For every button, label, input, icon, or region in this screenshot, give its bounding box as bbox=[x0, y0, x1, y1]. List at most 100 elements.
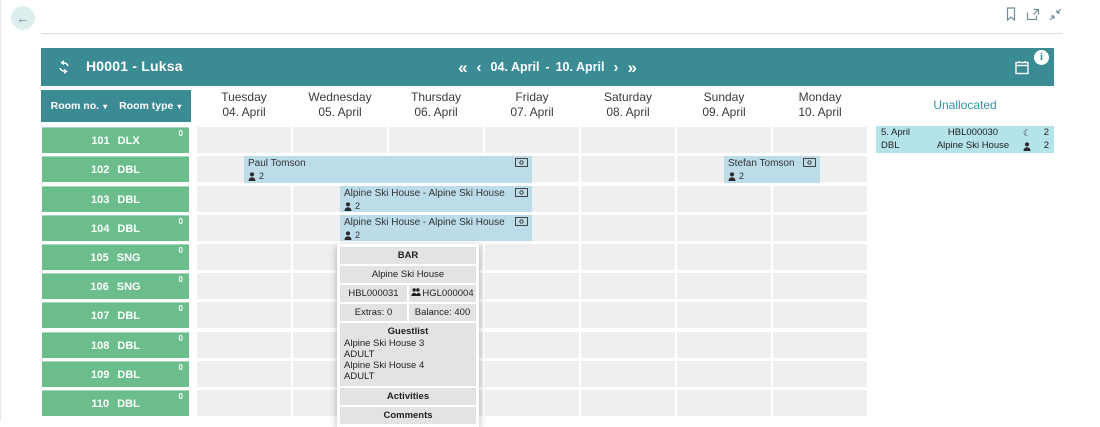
grid-cell[interactable] bbox=[773, 332, 867, 358]
grid-cell[interactable] bbox=[773, 302, 867, 328]
grid-cell[interactable] bbox=[773, 244, 867, 270]
popup-balance: Balance: 400 bbox=[409, 304, 476, 321]
grid-cell[interactable] bbox=[773, 215, 867, 241]
grid-cell[interactable] bbox=[485, 332, 579, 358]
last-page-arrow[interactable]: » bbox=[627, 57, 637, 77]
unallocated-room-type: DBL bbox=[881, 140, 900, 151]
grid-cell[interactable] bbox=[677, 390, 771, 416]
day-header: Friday 07. April bbox=[510, 90, 554, 119]
room-type-dropdown[interactable]: Room type ▾ bbox=[119, 100, 182, 112]
grid-cell[interactable] bbox=[197, 361, 291, 387]
bookmark-icon[interactable] bbox=[1005, 7, 1017, 21]
booking-bar-paul-tomson[interactable]: Paul Tomson 2 bbox=[244, 156, 532, 183]
next-arrow[interactable]: › bbox=[613, 58, 619, 76]
person-icon bbox=[344, 201, 352, 211]
grid-cell[interactable] bbox=[197, 244, 291, 270]
grid-cell[interactable] bbox=[485, 244, 579, 270]
grid-cell[interactable] bbox=[197, 127, 291, 153]
grid-cell[interactable] bbox=[581, 244, 675, 270]
grid-cell[interactable] bbox=[677, 302, 771, 328]
grid-cell[interactable] bbox=[197, 273, 291, 299]
grid-cell[interactable] bbox=[485, 302, 579, 328]
unallocated-reservation-card[interactable]: 5. April HBL000030 ☾ 2 DBL Alpine Ski Ho… bbox=[876, 126, 1054, 153]
room-button-103[interactable]: 103 DBL bbox=[42, 186, 189, 212]
person-icon bbox=[728, 171, 736, 181]
grid-cell[interactable] bbox=[485, 273, 579, 299]
grid-cell[interactable] bbox=[293, 127, 387, 153]
grid-cell[interactable] bbox=[485, 390, 579, 416]
room-button-102[interactable]: 102 DBL bbox=[42, 156, 189, 182]
day-header: Saturday 08. April bbox=[603, 90, 653, 119]
person-icon bbox=[248, 171, 256, 181]
grid-cell[interactable] bbox=[581, 273, 675, 299]
booking-bar-alpine-103[interactable]: Alpine Ski House - Alpine Ski House 2 bbox=[340, 186, 532, 212]
separator bbox=[41, 33, 1062, 34]
calendar-icon[interactable] bbox=[1014, 59, 1030, 75]
first-page-arrow[interactable]: « bbox=[458, 57, 468, 77]
grid-cell[interactable] bbox=[581, 302, 675, 328]
grid-cell[interactable] bbox=[389, 127, 483, 153]
room-button-110[interactable]: 110 DBL 0 bbox=[42, 390, 189, 416]
grid-cell[interactable] bbox=[677, 127, 771, 153]
day-header: Monday 10. April bbox=[798, 90, 842, 119]
back-button[interactable]: ← bbox=[11, 6, 35, 30]
grid-cell[interactable] bbox=[197, 215, 291, 241]
grid-cell[interactable] bbox=[773, 361, 867, 387]
prev-arrow[interactable]: ‹ bbox=[476, 58, 482, 76]
room-badge: 0 bbox=[178, 392, 183, 401]
grid-cell[interactable] bbox=[581, 332, 675, 358]
grid-cell[interactable] bbox=[581, 361, 675, 387]
room-badge: 0 bbox=[178, 246, 183, 255]
grid-cell[interactable] bbox=[773, 390, 867, 416]
room-button-108[interactable]: 108 DBL 0 bbox=[42, 332, 189, 358]
grid-cell[interactable] bbox=[773, 186, 867, 212]
grid-cell[interactable] bbox=[485, 127, 579, 153]
page-title: H0001 - Luksa bbox=[86, 58, 183, 74]
booking-bar-alpine-104[interactable]: Alpine Ski House - Alpine Ski House 2 bbox=[340, 215, 532, 241]
grid-cell[interactable] bbox=[197, 186, 291, 212]
grid-cell[interactable] bbox=[581, 127, 675, 153]
popup-guestlist: Guestlist Alpine Ski House 3 ADULT Alpin… bbox=[340, 323, 476, 386]
room-badge: 0 bbox=[178, 363, 183, 372]
grid-cell[interactable] bbox=[485, 361, 579, 387]
banknote-icon bbox=[515, 188, 528, 200]
room-badge: 0 bbox=[178, 334, 183, 343]
room-button-107[interactable]: 107 DBL 0 bbox=[42, 302, 189, 328]
grid-cell[interactable] bbox=[677, 215, 771, 241]
grid-cell[interactable] bbox=[581, 156, 675, 182]
grid-cell[interactable] bbox=[581, 186, 675, 212]
popout-icon[interactable] bbox=[1026, 8, 1040, 21]
collapse-icon[interactable] bbox=[1049, 8, 1062, 21]
grid-cell[interactable] bbox=[773, 127, 867, 153]
banknote-icon bbox=[515, 217, 528, 229]
room-button-104[interactable]: 104 DBL 0 bbox=[42, 215, 189, 241]
grid-cell[interactable] bbox=[197, 390, 291, 416]
room-button-106[interactable]: 106 SNG 0 bbox=[42, 273, 189, 299]
room-button-101[interactable]: 101 DLX 0 bbox=[42, 127, 189, 153]
grid-cell[interactable] bbox=[197, 332, 291, 358]
grid-cell[interactable] bbox=[773, 273, 867, 299]
grid-cell[interactable] bbox=[677, 332, 771, 358]
room-no-dropdown[interactable]: Room no. ▾ bbox=[50, 100, 108, 112]
refresh-icon[interactable] bbox=[56, 59, 72, 75]
grid-cell[interactable] bbox=[677, 244, 771, 270]
grid-cell[interactable] bbox=[581, 390, 675, 416]
grid-cell[interactable] bbox=[677, 186, 771, 212]
popup-guest-name: Alpine Ski House bbox=[340, 266, 476, 283]
info-icon[interactable]: i bbox=[1034, 50, 1049, 65]
activities-button[interactable]: Activities bbox=[340, 388, 476, 405]
room-filter-header: Room no. ▾ Room type ▾ bbox=[41, 90, 191, 122]
unallocated-header[interactable]: Unallocated bbox=[933, 98, 997, 112]
grid-cell[interactable] bbox=[677, 361, 771, 387]
grid-cell[interactable] bbox=[197, 302, 291, 328]
popup-reservation-number: HBL000031 bbox=[340, 285, 407, 302]
person-icon bbox=[1023, 141, 1031, 151]
room-button-109[interactable]: 109 DBL 0 bbox=[42, 361, 189, 387]
persons-count: 2 bbox=[1043, 140, 1049, 151]
room-button-105[interactable]: 105 SNG 0 bbox=[42, 244, 189, 270]
grid-cell[interactable] bbox=[581, 215, 675, 241]
booking-bar-stefan-tomson[interactable]: Stefan Tomson 2 bbox=[724, 156, 820, 183]
comments-button[interactable]: Comments bbox=[340, 407, 476, 424]
grid-cell[interactable] bbox=[677, 273, 771, 299]
room-badge: 0 bbox=[178, 275, 183, 284]
